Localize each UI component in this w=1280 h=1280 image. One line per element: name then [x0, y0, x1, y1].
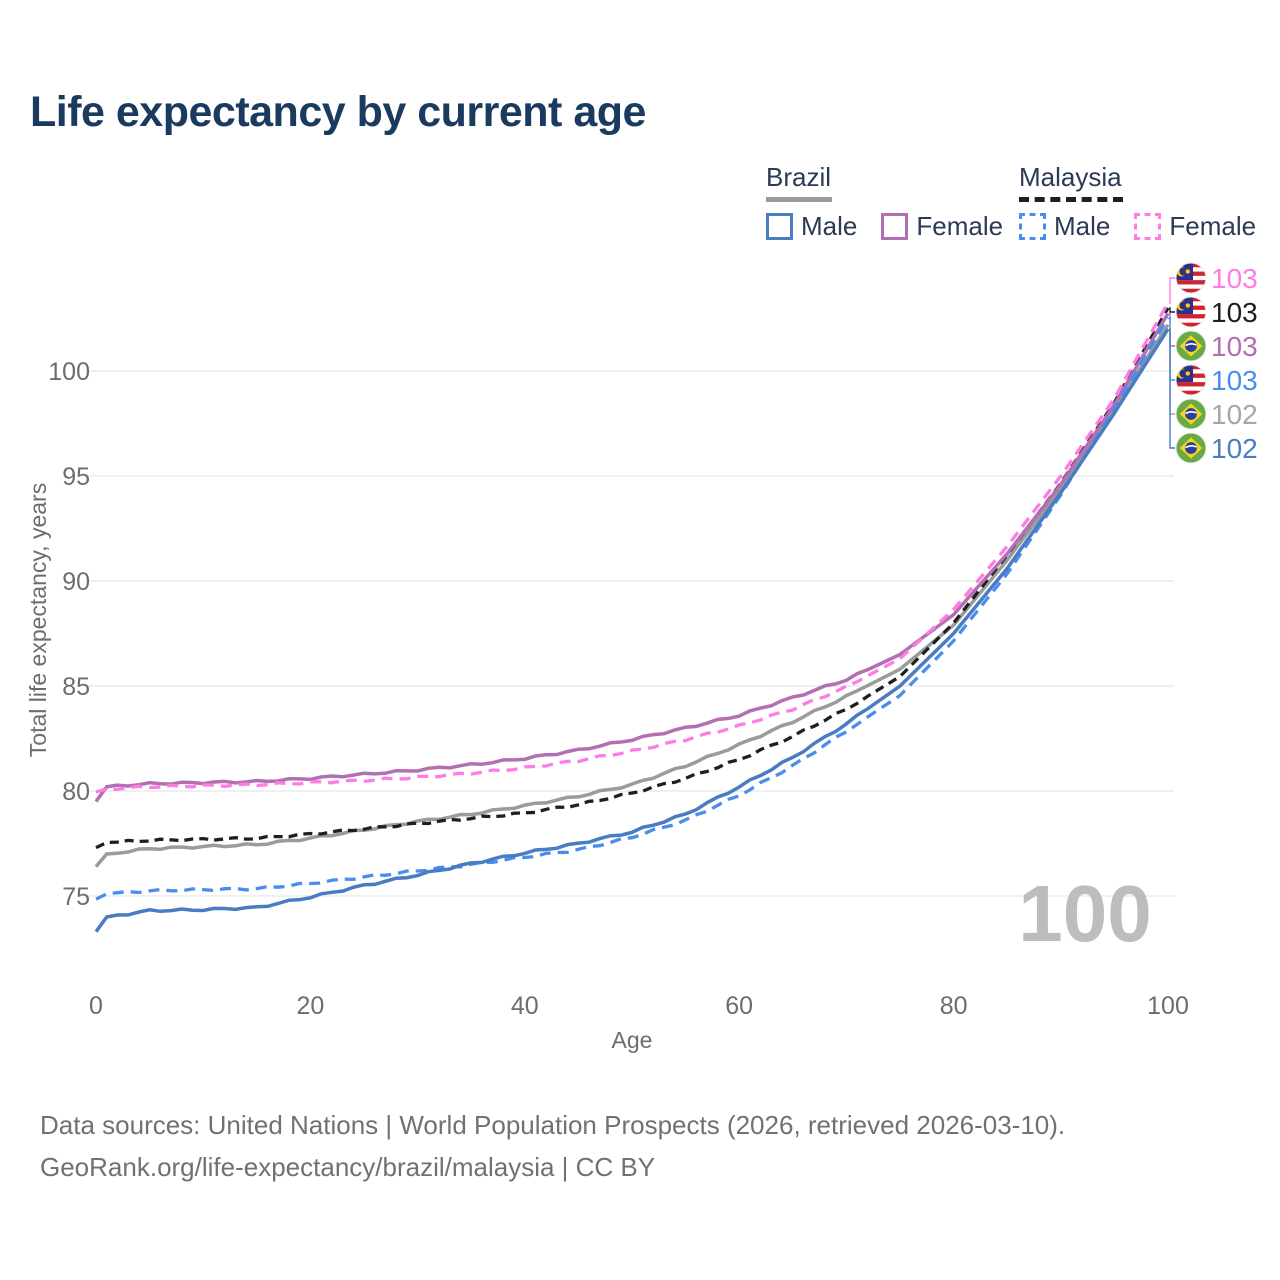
malaysia-male-line[interactable] — [95, 316, 1170, 901]
y-tick-90: 90 — [62, 568, 90, 596]
y-axis-title: Total life expectancy, years — [25, 483, 51, 757]
y-tick-100: 100 — [48, 358, 90, 386]
y-tick-95: 95 — [62, 463, 90, 491]
age-watermark: 100 — [1018, 869, 1151, 958]
brazil-male-swatch — [766, 213, 793, 240]
brazil-flag-icon — [1175, 432, 1207, 464]
malaysia-male-swatch — [1019, 213, 1046, 240]
malaysia-female-swatch — [1134, 213, 1162, 240]
legend-item-brazil-female[interactable]: Female — [881, 211, 1003, 242]
end-value-brazil-male: 102 — [1211, 433, 1258, 464]
brazil-female-swatch — [881, 213, 909, 240]
malaysia-female-line[interactable] — [95, 301, 1170, 794]
source-url-line: GeoRank.org/life-expectancy/brazil/malay… — [40, 1152, 656, 1182]
x-tick-20: 20 — [296, 992, 324, 1020]
x-tick-60: 60 — [725, 992, 753, 1020]
legend-label-brazil-male: Male — [801, 211, 858, 241]
x-axis-title: Age — [612, 1027, 653, 1053]
x-tick-100: 100 — [1147, 992, 1189, 1020]
legend-label-brazil-female: Female — [916, 211, 1004, 241]
legend-item-malaysia-female[interactable]: Female — [1134, 211, 1256, 242]
brazil-line-style-rule — [766, 197, 832, 202]
end-value-malaysia-male: 103 — [1211, 365, 1258, 396]
brazil-flag-icon — [1175, 330, 1207, 362]
end-label-connectors — [1169, 277, 1175, 449]
legend-label-malaysia-female: Female — [1169, 211, 1257, 241]
legend-group-brazil: Brazil Male Female — [766, 162, 1003, 242]
chart-footer: Data sources: United Nations | World Pop… — [40, 1104, 1065, 1188]
brazil-male-line[interactable] — [94, 328, 1170, 933]
legend-group-malaysia: Malaysia Male Female — [1019, 162, 1256, 242]
brazil-female-line[interactable] — [94, 312, 1170, 803]
malaysia-total-line[interactable] — [95, 307, 1170, 850]
x-tick-40: 40 — [511, 992, 539, 1020]
y-tick-75: 75 — [62, 883, 90, 911]
brazil-total-line[interactable] — [94, 323, 1170, 868]
x-tick-0: 0 — [89, 992, 103, 1020]
gridlines — [88, 370, 1174, 897]
legend-item-brazil-male[interactable]: Male — [766, 211, 857, 242]
connector-malaysia-female — [1169, 277, 1175, 304]
x-axis-tick-labels: 0 20 40 60 80 100 — [89, 992, 1189, 1020]
malaysia-line-style-rule — [1019, 197, 1123, 202]
end-value-brazil-female: 103 — [1211, 331, 1258, 362]
x-tick-80: 80 — [940, 992, 968, 1020]
end-label-flags — [1175, 263, 1207, 464]
connector-brazil-male — [1169, 328, 1175, 449]
y-tick-85: 85 — [62, 673, 90, 701]
legend-country-brazil[interactable]: Brazil — [766, 162, 832, 192]
series-lines — [94, 301, 1170, 933]
malaysia-flag-icon — [1176, 263, 1206, 293]
legend-item-malaysia-male[interactable]: Male — [1019, 211, 1110, 242]
end-value-malaysia-female: 103 — [1211, 263, 1258, 294]
legend-country-malaysia[interactable]: Malaysia — [1019, 162, 1122, 192]
malaysia-flag-icon — [1176, 365, 1206, 395]
page-title: Life expectancy by current age — [30, 88, 646, 136]
brazil-flag-icon — [1175, 398, 1207, 430]
data-sources-line: Data sources: United Nations | World Pop… — [40, 1110, 1066, 1140]
connector-malaysia-total — [1169, 307, 1175, 313]
end-value-malaysia-total: 103 — [1211, 297, 1258, 328]
y-axis-tick-labels: 75 80 85 90 95 100 — [48, 358, 90, 911]
end-value-brazil-total: 102 — [1211, 399, 1258, 430]
legend-label-malaysia-male: Male — [1054, 211, 1111, 241]
malaysia-flag-icon — [1176, 297, 1206, 327]
y-tick-80: 80 — [62, 778, 90, 806]
